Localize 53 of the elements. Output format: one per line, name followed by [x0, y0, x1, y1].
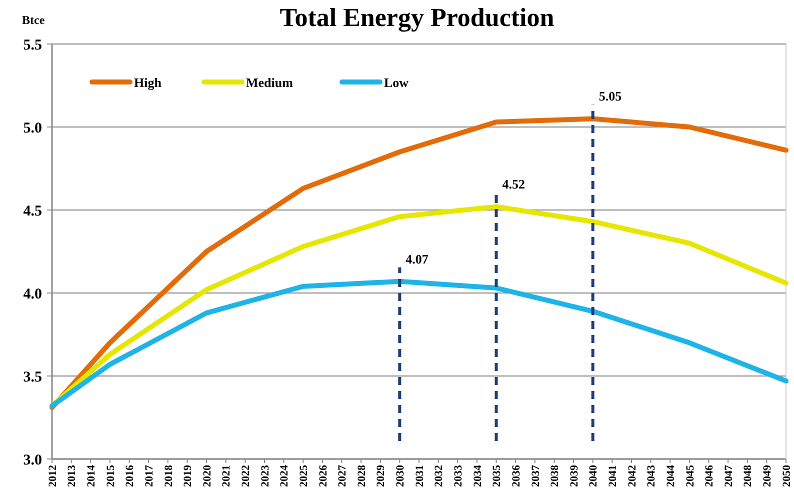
- x-tick-label: 2012: [46, 464, 59, 487]
- chart-title: Total Energy Production: [280, 3, 555, 32]
- x-tick-label: 2034: [472, 464, 484, 487]
- x-tick-label: 2020: [201, 464, 214, 487]
- legend-label: Medium: [246, 75, 294, 90]
- x-tick-label: 2044: [664, 464, 677, 487]
- annotation: 4.52: [502, 176, 526, 192]
- x-tick-label: 2048: [742, 464, 754, 487]
- x-tick-label: 2035: [491, 464, 504, 487]
- x-tick-label: 2018: [162, 464, 175, 487]
- x-tick-label: 2016: [124, 464, 136, 487]
- x-tick-label: 2049: [762, 464, 774, 487]
- y-axis-title: Btce: [22, 13, 46, 27]
- x-tick-label: 2047: [722, 464, 735, 487]
- legend-label: High: [134, 75, 162, 90]
- x-tick-label: 2024: [278, 464, 291, 487]
- x-tick-label: 2027: [336, 464, 349, 487]
- y-tick-label: 3.0: [23, 452, 42, 468]
- x-tick-label: 2014: [85, 464, 98, 487]
- x-tick-label: 2039: [568, 464, 580, 487]
- y-tick-label: 4.5: [23, 203, 42, 220]
- x-tick-label: 2046: [704, 464, 716, 487]
- y-tick-label: 4.0: [23, 286, 42, 302]
- x-tick-label: 2036: [510, 464, 522, 487]
- x-tick-label: 2023: [259, 464, 272, 487]
- x-tick-label: 2017: [143, 464, 156, 487]
- x-tick-label: 2045: [684, 464, 696, 487]
- x-tick-label: 2038: [549, 464, 562, 487]
- y-tick-label: 5.5: [23, 37, 42, 54]
- x-tick-label: 2015: [104, 464, 117, 487]
- x-tick-label: 2042: [626, 464, 638, 487]
- x-tick-label: 2025: [298, 464, 310, 487]
- x-tick-label: 2026: [317, 464, 330, 487]
- x-tick-label: 2028: [356, 464, 368, 487]
- x-tick-label: 2032: [433, 464, 446, 487]
- x-tick-label: 2040: [588, 464, 600, 487]
- x-tick-label: 2013: [66, 464, 78, 487]
- x-tick-label: 2030: [394, 464, 407, 487]
- x-tick-label: 2031: [414, 465, 426, 487]
- x-tick-label: 2019: [182, 464, 194, 487]
- y-tick-label: 3.5: [23, 369, 42, 386]
- x-tick-label: 2029: [375, 464, 388, 487]
- annotation: 5.05: [598, 88, 622, 104]
- x-tick-label: 2021: [220, 465, 233, 487]
- x-tick-label: 2022: [240, 464, 252, 487]
- y-tick-label: 5.0: [23, 120, 42, 136]
- x-tick-label: 2050: [780, 464, 793, 487]
- x-tick-label: 2043: [646, 464, 658, 487]
- annotation: 4.07: [406, 251, 429, 266]
- x-tick-label: 2037: [530, 464, 542, 487]
- x-tick-label: 2041: [607, 465, 620, 487]
- legend-label: Low: [384, 75, 410, 90]
- x-tick-label: 2033: [452, 464, 464, 487]
